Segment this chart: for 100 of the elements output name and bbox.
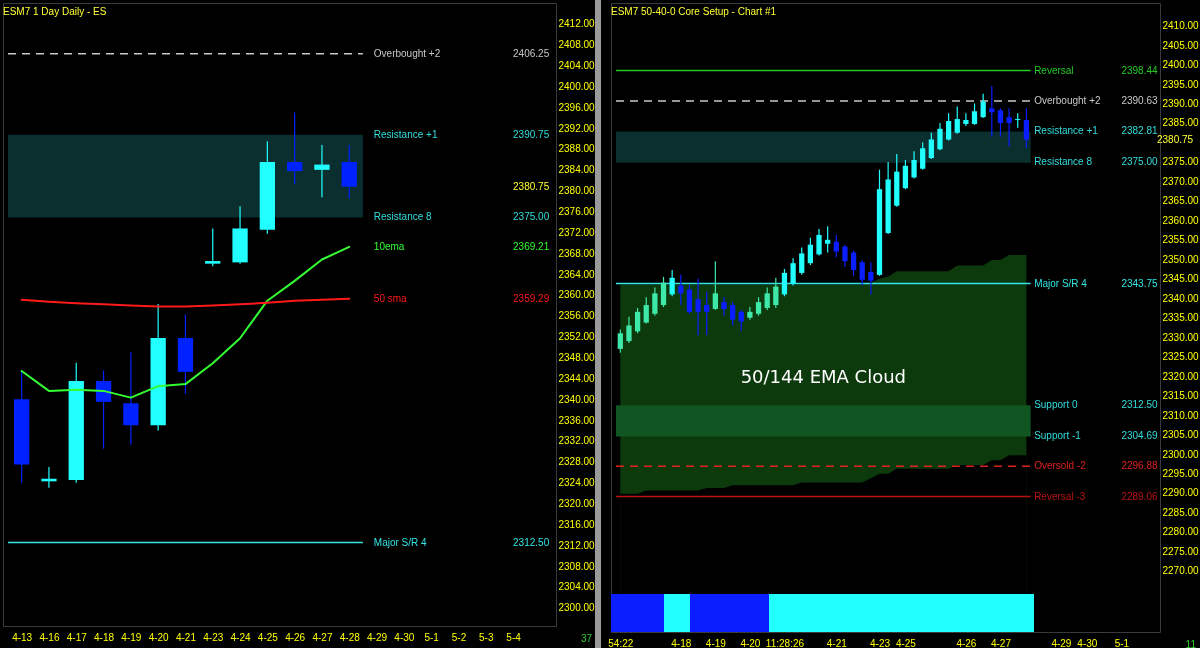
candlestick [850, 249, 857, 277]
y-tick-label: 2344.00 [558, 372, 596, 384]
x-tick-label: 11:28:26 [765, 637, 805, 648]
y-tick-label: 2335.00 [1162, 312, 1200, 324]
y-tick-label: 2385.00 [1162, 117, 1200, 129]
x-tick-label: 4-29 [1051, 637, 1072, 648]
y-tick-label: 2308.00 [558, 560, 596, 572]
candlestick [669, 269, 675, 297]
ref-line-label: Oversold -2 [1034, 460, 1087, 472]
x-tick-label: 4-13 [12, 631, 33, 643]
y-tick-label: 2348.00 [558, 352, 596, 364]
y-tick-label: 2270.00 [1162, 565, 1200, 577]
y-tick-label: 2365.00 [1162, 195, 1200, 207]
annotation: 2296.88 [1121, 460, 1158, 472]
candlestick [825, 225, 831, 254]
y-tick-label: 2325.00 [1162, 351, 1200, 363]
candlestick [790, 257, 796, 287]
y-tick-label: 2305.00 [1162, 429, 1200, 441]
candlestick [807, 237, 814, 266]
y-tick-label: 2285.00 [1162, 506, 1200, 518]
candlestick [1023, 107, 1029, 149]
candlestick [738, 309, 744, 332]
y-tick-label: 2352.00 [558, 331, 596, 343]
x-tick-label: 4-30 [394, 631, 415, 643]
annotation: 2398.44 [1121, 64, 1158, 76]
candlestick [920, 141, 926, 171]
y-tick-label: 2388.00 [558, 143, 596, 155]
text: 37 [580, 633, 593, 644]
candlestick [945, 112, 952, 142]
y-tick-label: 2320.00 [558, 497, 596, 509]
annotation: 2369.21 [513, 240, 550, 252]
x-tick-label: 4-21 [175, 631, 197, 643]
x-tick-label: 4-27 [312, 631, 333, 643]
x-tick-label: 4-25 [257, 631, 279, 643]
band-label: Resistance +1 [1034, 125, 1099, 137]
annotation: 2359.29 [513, 292, 550, 304]
candlestick [954, 105, 960, 135]
y-tick-label: 2316.00 [558, 518, 596, 530]
annotation: 2375.00 [1121, 155, 1158, 167]
x-tick-label: 5-3 [479, 631, 494, 643]
x-tick-label: 4-18 [94, 631, 115, 643]
y-tick-label: 2312.00 [558, 539, 596, 551]
candlestick [928, 132, 934, 160]
y-tick-label: 2355.00 [1162, 234, 1200, 246]
candlestick [643, 296, 649, 325]
y-tick-label: 2370.00 [1162, 175, 1200, 187]
y-tick-label: 2380.00 [558, 185, 596, 197]
annotation: 2304.69 [1121, 429, 1158, 441]
y-tick-label: 2324.00 [558, 477, 596, 489]
x-tick-label: 5-2 [451, 631, 467, 643]
band-label: Resistance +1 [373, 128, 438, 140]
y-tick-label: 2390.00 [1162, 97, 1200, 109]
candlestick [842, 244, 848, 268]
candlestick [868, 261, 874, 295]
candlestick [963, 112, 969, 127]
candlestick [971, 102, 978, 126]
y-tick-label: 2280.00 [1162, 526, 1200, 538]
candlestick [980, 93, 986, 119]
y-tick-label: 2345.00 [1162, 273, 1200, 285]
x-tick-label: 54:22 [608, 637, 634, 648]
line-series [20, 297, 351, 308]
text: 50 sma [373, 292, 408, 304]
y-tick-label: 2410.00 [1162, 20, 1200, 32]
ref-line-label: Reversal -3 [1034, 490, 1086, 502]
x-tick-label: 4-25 [895, 637, 917, 648]
x-tick-label: 4-21 [826, 637, 848, 648]
annotation: 2380.75 [513, 180, 550, 192]
candlestick [816, 228, 822, 256]
annotation: 2390.75 [513, 128, 550, 140]
x-tick-label: 4-30 [1077, 637, 1098, 648]
annotation: 2390.63 [1121, 95, 1158, 107]
candlestick [686, 283, 693, 315]
y-tick-label: 2310.00 [1162, 409, 1200, 421]
y-tick-label: 2408.00 [558, 39, 596, 51]
ref-line-label: Reversal [1034, 64, 1074, 76]
candlestick [989, 85, 995, 138]
candlestick [781, 268, 788, 297]
x-tick-label: 4-26 [285, 631, 306, 643]
y-tick-label: 2304.00 [558, 581, 596, 593]
x-tick-label: 5-1 [424, 631, 440, 643]
ref-line-label: Overbought +2 [373, 47, 441, 59]
x-tick-label: 4-23 [869, 637, 891, 648]
candlestick [773, 277, 779, 309]
candlestick [747, 306, 753, 321]
x-tick-label: 4-28 [339, 631, 361, 643]
y-tick-label: 2376.00 [558, 206, 596, 218]
candlestick [626, 316, 632, 344]
x-tick-label: 4-20 [740, 637, 761, 648]
y-tick-label: 2404.00 [558, 60, 596, 72]
annotation: 2382.81 [1121, 125, 1158, 137]
candlestick [704, 290, 710, 336]
candlestick [997, 107, 1004, 138]
y-tick-label: 2295.00 [1162, 467, 1200, 479]
y-tick-label: 2412.00 [558, 18, 596, 30]
y-tick-label: 2400.00 [558, 80, 596, 92]
x-tick-label: 4-26 [956, 637, 977, 648]
y-tick-label: 2290.00 [1162, 487, 1200, 499]
candlestick [660, 276, 667, 308]
y-tick-label: 2340.00 [558, 393, 596, 405]
annotation: 2289.06 [1121, 490, 1158, 502]
